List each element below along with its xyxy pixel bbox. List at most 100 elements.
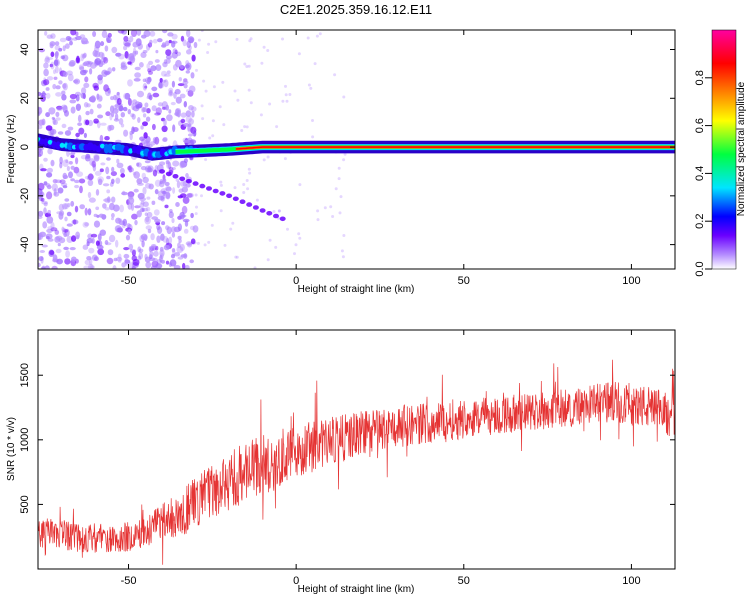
noise-cell <box>42 221 48 229</box>
noise-cell <box>142 186 147 195</box>
noise-cell <box>221 80 225 84</box>
y-tick-label: 1500 <box>19 363 31 387</box>
noise-cell <box>185 241 193 246</box>
noise-cell <box>140 233 148 241</box>
noise-cell <box>181 205 188 214</box>
noise-cell <box>63 246 69 250</box>
noise-cell <box>342 234 346 237</box>
noise-cell <box>248 171 252 175</box>
noise-cell <box>313 62 317 66</box>
noise-cell <box>138 252 143 260</box>
noise-cell <box>51 183 59 192</box>
noise-cell <box>155 49 159 54</box>
noise-cell <box>262 45 266 49</box>
noise-cell <box>66 70 73 76</box>
noise-cell <box>177 223 182 232</box>
noise-cell <box>146 196 151 200</box>
noise-cell <box>190 212 194 219</box>
noise-cell <box>235 255 239 259</box>
noise-cell <box>89 258 93 266</box>
noise-cell <box>162 137 168 142</box>
noise-cell <box>62 175 69 179</box>
noise-cell <box>185 115 192 123</box>
noise-cell <box>55 92 62 97</box>
noise-cell <box>89 108 94 115</box>
noise-cell <box>47 148 53 155</box>
noise-cell <box>171 248 176 253</box>
noise-cell <box>75 31 79 37</box>
noise-cell <box>311 135 315 139</box>
noise-cell <box>116 91 120 96</box>
noise-cell <box>97 74 103 81</box>
noise-cell <box>61 94 67 101</box>
noise-cell <box>75 157 79 165</box>
noise-cell <box>79 204 85 210</box>
ridge-cell <box>39 138 45 145</box>
noise-cell <box>127 53 134 62</box>
noise-cell <box>233 186 237 190</box>
noise-cell <box>90 233 98 238</box>
noise-cell <box>141 207 145 212</box>
noise-cell <box>155 107 162 115</box>
noise-cell <box>87 61 94 65</box>
noise-cell <box>149 30 156 37</box>
noise-cell <box>130 113 135 118</box>
noise-cell <box>139 235 145 243</box>
noise-cell <box>315 34 319 38</box>
noise-cell <box>88 197 96 203</box>
noise-cell <box>189 225 195 231</box>
noise-cell <box>61 123 67 129</box>
noise-cell <box>170 101 176 106</box>
noise-cell <box>168 166 174 174</box>
noise-cell <box>148 183 154 190</box>
snr-y-axis-label: SNR (10 * v/v) <box>6 417 17 481</box>
noise-cell <box>74 91 82 97</box>
noise-cell <box>208 136 212 140</box>
noise-cell <box>136 30 142 36</box>
secondary-cell <box>279 216 286 222</box>
noise-cell <box>285 99 289 103</box>
ridge-cell <box>43 138 49 147</box>
noise-cell <box>189 259 194 264</box>
noise-cell <box>46 228 53 233</box>
noise-cell <box>93 118 99 124</box>
noise-cell <box>94 58 102 65</box>
noise-cell <box>177 83 185 87</box>
noise-cell <box>94 44 101 49</box>
noise-cell <box>57 242 61 247</box>
noise-cell <box>59 156 63 165</box>
noise-cell <box>115 217 122 224</box>
noise-cell <box>249 101 253 105</box>
noise-cell <box>180 35 185 42</box>
noise-cell <box>63 232 67 237</box>
noise-cell <box>142 176 149 184</box>
noise-cell <box>151 200 156 205</box>
noise-cell <box>163 244 170 251</box>
noise-cell <box>67 203 71 208</box>
noise-cell <box>147 228 152 234</box>
noise-cell <box>165 58 171 64</box>
noise-cell <box>283 157 287 161</box>
noise-cell <box>63 71 68 78</box>
noise-cell <box>182 39 187 47</box>
noise-cell <box>297 232 301 236</box>
noise-cell <box>103 57 109 64</box>
noise-cell <box>168 87 174 94</box>
noise-cell <box>50 33 56 39</box>
noise-cell <box>144 85 148 89</box>
noise-cell <box>102 183 110 187</box>
noise-cell <box>142 113 147 118</box>
noise-cell <box>69 247 76 251</box>
noise-cell <box>111 111 115 118</box>
noise-cell <box>131 126 135 134</box>
noise-cell <box>64 198 70 202</box>
noise-cell <box>116 98 122 105</box>
noise-cell <box>60 55 65 60</box>
noise-cell <box>123 253 130 259</box>
secondary-cell <box>172 174 179 179</box>
noise-cell <box>96 103 102 109</box>
secondary-cell <box>246 202 253 207</box>
noise-cell <box>62 159 69 167</box>
noise-cell <box>249 37 253 41</box>
noise-cell <box>142 121 148 127</box>
